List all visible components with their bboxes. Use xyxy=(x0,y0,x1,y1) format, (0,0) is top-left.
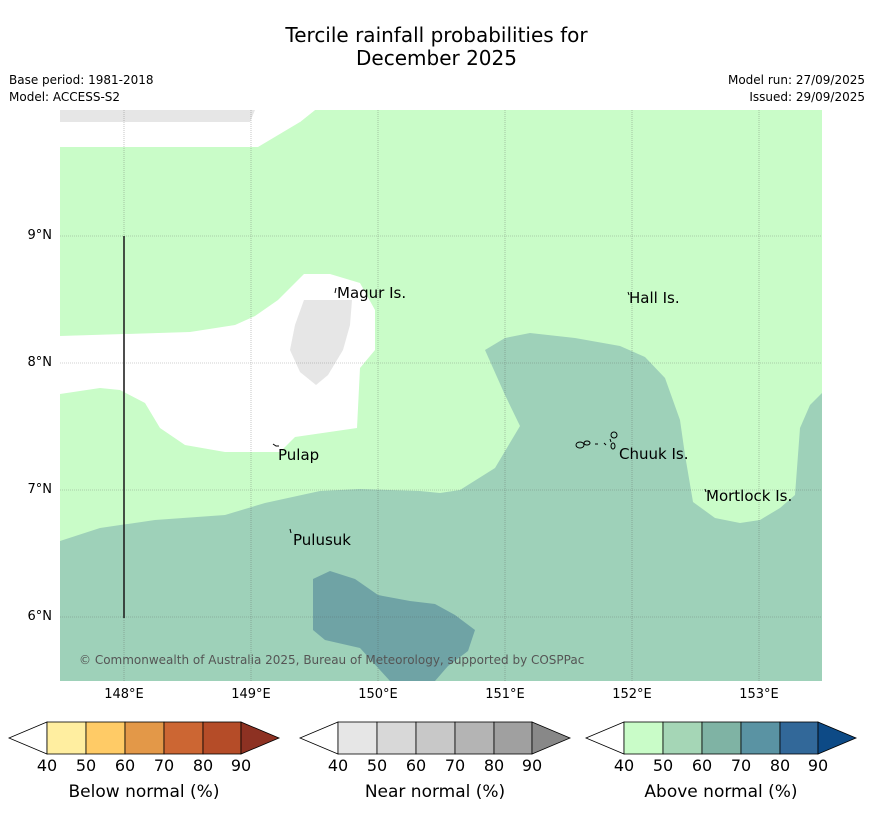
below-swatch-80 xyxy=(202,721,242,755)
below-swatch-40 xyxy=(46,721,87,755)
below-tick-70: 70 xyxy=(153,756,175,775)
place-label-pulusuk: Pulusuk xyxy=(293,531,351,549)
near-swatch-50 xyxy=(376,721,417,755)
below-tick-60: 60 xyxy=(114,756,136,775)
above-tick-90: 90 xyxy=(807,756,829,775)
hall-island-mark xyxy=(627,291,630,296)
above-normal-label: Above normal (%) xyxy=(644,782,798,802)
above-tick-70: 70 xyxy=(730,756,752,775)
near-swatch-80 xyxy=(493,721,533,755)
issued-date: Issued: 29/09/2025 xyxy=(749,90,865,104)
magur-island-mark xyxy=(334,287,337,294)
island-markers xyxy=(272,287,707,534)
copyright-notice: © Commonwealth of Australia 2025, Bureau… xyxy=(79,653,585,667)
below-tick-50: 50 xyxy=(75,756,97,775)
y-tick-9n: 9°N xyxy=(27,228,53,243)
y-tick-6n: 6°N xyxy=(27,609,53,624)
colorbar-above xyxy=(584,721,858,755)
x-tick-148e: 148°E xyxy=(104,687,144,702)
near-tick-40: 40 xyxy=(327,756,349,775)
above-swatch-40 xyxy=(623,721,664,755)
white-region-middle xyxy=(60,274,375,452)
x-tick-149e: 149°E xyxy=(231,687,271,702)
near-swatch-90 xyxy=(531,721,572,755)
map-title-line2: December 2025 xyxy=(356,46,517,70)
above-tick-50: 50 xyxy=(652,756,674,775)
above-tick-80: 80 xyxy=(769,756,791,775)
model-name: Model: ACCESS-S2 xyxy=(9,90,121,104)
above-swatch-50 xyxy=(662,721,703,755)
above-swatch-60 xyxy=(701,721,742,755)
below-swatch-70 xyxy=(163,721,204,755)
below-tick-40: 40 xyxy=(36,756,58,775)
map-gridlines xyxy=(60,110,822,681)
y-tick-7n: 7°N xyxy=(27,482,53,497)
above-tick-40: 40 xyxy=(613,756,635,775)
below-swatch-50 xyxy=(85,721,126,755)
probability-map: Magur Is. Hall Is. Pulap Chuuk Is. Mortl… xyxy=(60,110,822,681)
place-label-magur: Magur Is. xyxy=(337,284,407,302)
x-tick-150e: 150°E xyxy=(358,687,398,702)
above-swatch-90 xyxy=(817,721,858,755)
map-title-line1: Tercile rainfall probabilities for xyxy=(285,23,588,47)
near-swatch-40 xyxy=(337,721,378,755)
below-swatch-90 xyxy=(240,721,281,755)
place-label-mortlock: Mortlock Is. xyxy=(706,487,793,505)
place-label-chuuk: Chuuk Is. xyxy=(619,445,689,463)
below-normal-label: Below normal (%) xyxy=(68,782,220,802)
near-tick-70: 70 xyxy=(444,756,466,775)
colorbar-legend xyxy=(7,721,858,755)
near-normal-region-middle xyxy=(290,300,352,385)
place-label-hall: Hall Is. xyxy=(629,289,680,307)
near-normal-label: Near normal (%) xyxy=(364,782,506,802)
near-tick-80: 80 xyxy=(483,756,505,775)
model-run-date: Model run: 27/09/2025 xyxy=(727,73,865,87)
y-tick-8n: 8°N xyxy=(27,355,53,370)
below-tick-90: 90 xyxy=(230,756,252,775)
colorbar-near xyxy=(298,721,572,755)
above-swatch-80 xyxy=(779,721,819,755)
below-tick-80: 80 xyxy=(192,756,214,775)
x-tick-153e: 153°E xyxy=(739,687,779,702)
base-period: Base period: 1981-2018 xyxy=(9,73,154,87)
above-70-region xyxy=(313,571,475,681)
near-tick-50: 50 xyxy=(366,756,388,775)
colorbar-below xyxy=(7,721,281,755)
above-tick-60: 60 xyxy=(691,756,713,775)
near-swatch-70 xyxy=(454,721,495,755)
x-tick-152e: 152°E xyxy=(612,687,652,702)
near-tick-90: 90 xyxy=(521,756,543,775)
near-swatch-60 xyxy=(415,721,456,755)
pulusuk-island-mark xyxy=(289,528,292,534)
above-60-region xyxy=(60,333,822,681)
mortlock-island-mark xyxy=(704,488,707,493)
pulap-island-mark xyxy=(272,443,279,447)
x-tick-151e: 151°E xyxy=(485,687,525,702)
below-swatch-60 xyxy=(124,721,165,755)
above-swatch-70 xyxy=(740,721,781,755)
place-label-pulap: Pulap xyxy=(278,446,320,464)
chuuk-island-mark-1 xyxy=(575,441,585,449)
near-tick-60: 60 xyxy=(405,756,427,775)
map-canvas xyxy=(60,110,822,681)
